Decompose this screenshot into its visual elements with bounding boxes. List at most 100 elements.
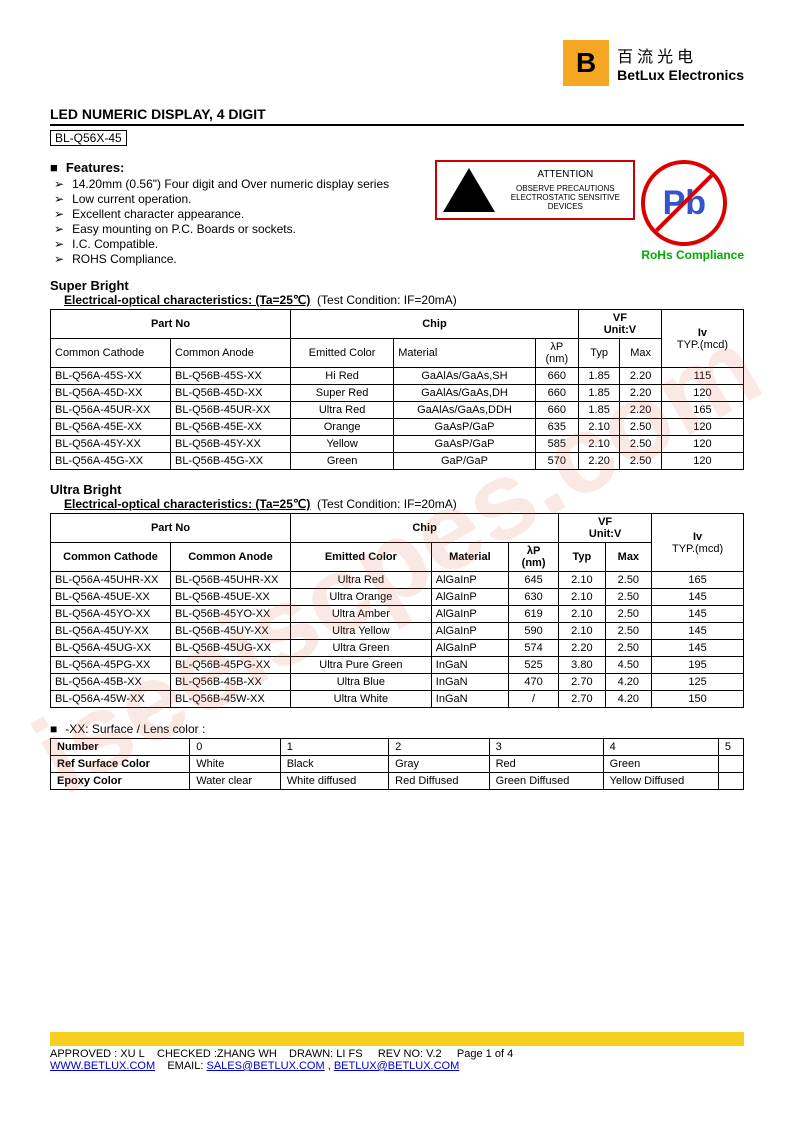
cell-typ: 3.80 xyxy=(559,657,605,674)
cell-cc: BL-Q56A-45Y-XX xyxy=(51,436,171,453)
footer-bar xyxy=(50,1032,744,1046)
header: B 百流光电 BetLux Electronics xyxy=(50,40,744,86)
cell-iv: 145 xyxy=(652,640,744,657)
cell-cc: BL-Q56A-45PG-XX xyxy=(51,657,171,674)
lens-epoxy-row: Epoxy Color Water clear White diffused R… xyxy=(51,773,744,790)
cell-iv: 165 xyxy=(661,402,743,419)
cell-max: 2.50 xyxy=(605,589,651,606)
footer-email-link[interactable]: BETLUX@BETLUX.COM xyxy=(334,1060,459,1072)
cell-ca: BL-Q56B-45E-XX xyxy=(171,419,291,436)
lens-ref-row: Ref Surface Color White Black Gray Red G… xyxy=(51,756,744,773)
th-vf: VFUnit:V xyxy=(578,310,661,339)
cell-max: 4.50 xyxy=(605,657,651,674)
lens-cell: Red xyxy=(489,756,603,773)
lens-epoxy-label: Epoxy Color xyxy=(51,773,190,790)
cell-max: 2.50 xyxy=(605,606,651,623)
cell-material: GaAlAs/GaAs,SH xyxy=(394,368,536,385)
lens-cell: 4 xyxy=(603,739,718,756)
lens-section: -XX: Surface / Lens color : Number 0 1 2… xyxy=(50,722,744,790)
esd-warning: ATTENTION OBSERVE PRECAUTIONS ELECTROSTA… xyxy=(435,160,635,220)
table-row: BL-Q56A-45UY-XXBL-Q56B-45UY-XXUltra Yell… xyxy=(51,623,744,640)
lens-cell: Gray xyxy=(389,756,489,773)
cell-typ: 2.20 xyxy=(578,453,620,470)
cell-material: GaAlAs/GaAs,DH xyxy=(394,385,536,402)
th-lambda: λP(nm) xyxy=(535,339,578,368)
cell-nm: 660 xyxy=(535,385,578,402)
esd-text: ATTENTION OBSERVE PRECAUTIONS ELECTROSTA… xyxy=(503,169,627,211)
table-row: BL-Q56A-45UG-XXBL-Q56B-45UG-XXUltra Gree… xyxy=(51,640,744,657)
cell-typ: 2.70 xyxy=(559,691,605,708)
cell-max: 2.20 xyxy=(620,368,662,385)
th-cc: Common Cathode xyxy=(51,543,171,572)
cell-material: AlGaInP xyxy=(431,572,508,589)
th-chip: Chip xyxy=(291,514,559,543)
lens-cell xyxy=(718,756,743,773)
cell-color: Ultra Red xyxy=(291,572,432,589)
company-cn: 百流光电 xyxy=(617,43,744,67)
cell-color: Ultra Amber xyxy=(291,606,432,623)
right-badges: ATTENTION OBSERVE PRECAUTIONS ELECTROSTA… xyxy=(435,160,744,262)
cell-color: Yellow xyxy=(291,436,394,453)
cell-ca: BL-Q56B-45UY-XX xyxy=(171,623,291,640)
cell-material: InGaN xyxy=(431,674,508,691)
footer-url-link[interactable]: WWW.BETLUX.COM xyxy=(50,1060,155,1072)
cell-material: InGaN xyxy=(431,657,508,674)
cell-max: 2.50 xyxy=(605,640,651,657)
cell-nm: 660 xyxy=(535,368,578,385)
esd-triangle-icon xyxy=(443,168,495,212)
lens-cell: Green xyxy=(603,756,718,773)
rohs-label: RoHs Compliance xyxy=(641,248,744,262)
ultra-bright-title: Ultra Bright xyxy=(50,482,744,497)
page-title: LED NUMERIC DISPLAY, 4 DIGIT xyxy=(50,106,744,122)
footer-email-link[interactable]: SALES@BETLUX.COM xyxy=(206,1060,324,1072)
cell-material: GaAsP/GaP xyxy=(394,419,536,436)
table-row: BL-Q56A-45PG-XXBL-Q56B-45PG-XXUltra Pure… xyxy=(51,657,744,674)
cell-color: Ultra Green xyxy=(291,640,432,657)
table-row: BL-Q56A-45S-XXBL-Q56B-45S-XXHi RedGaAlAs… xyxy=(51,368,744,385)
cell-color: Ultra Orange xyxy=(291,589,432,606)
cell-iv: 115 xyxy=(661,368,743,385)
cell-max: 4.20 xyxy=(605,674,651,691)
cell-ca: BL-Q56B-45PG-XX xyxy=(171,657,291,674)
cell-nm: 470 xyxy=(509,674,559,691)
lens-cell: Water clear xyxy=(190,773,280,790)
cell-ca: BL-Q56B-45W-XX xyxy=(171,691,291,708)
th-iv: IvTYP.(mcd) xyxy=(661,310,743,368)
cell-ca: BL-Q56B-45S-XX xyxy=(171,368,291,385)
cell-color: Orange xyxy=(291,419,394,436)
table-row: BL-Q56A-45UE-XXBL-Q56B-45UE-XXUltra Oran… xyxy=(51,589,744,606)
company-en: BetLux Electronics xyxy=(617,67,744,83)
lens-cell: Black xyxy=(280,756,388,773)
cell-typ: 2.10 xyxy=(559,623,605,640)
lens-cell: 1 xyxy=(280,739,388,756)
cell-cc: BL-Q56A-45D-XX xyxy=(51,385,171,402)
cell-cc: BL-Q56A-45UY-XX xyxy=(51,623,171,640)
table-row: BL-Q56A-45D-XXBL-Q56B-45D-XXSuper RedGaA… xyxy=(51,385,744,402)
table-row: BL-Q56A-45UR-XXBL-Q56B-45UR-XXUltra RedG… xyxy=(51,402,744,419)
rohs-badge: Pb RoHs Compliance xyxy=(641,160,744,262)
cell-material: GaAsP/GaP xyxy=(394,436,536,453)
ultra-bright-table: Part No Chip VFUnit:V IvTYP.(mcd) Common… xyxy=(50,513,744,708)
cell-typ: 1.85 xyxy=(578,402,620,419)
th-material: Material xyxy=(394,339,536,368)
super-bright-title: Super Bright xyxy=(50,278,744,293)
cell-iv: 195 xyxy=(652,657,744,674)
cell-nm: 570 xyxy=(535,453,578,470)
cell-typ: 1.85 xyxy=(578,368,620,385)
cell-color: Ultra Pure Green xyxy=(291,657,432,674)
cell-nm: 619 xyxy=(509,606,559,623)
lens-number-label: Number xyxy=(51,739,190,756)
title-underline xyxy=(50,124,744,126)
cell-material: AlGaInP xyxy=(431,606,508,623)
cell-ca: BL-Q56B-45UG-XX xyxy=(171,640,291,657)
cell-cc: BL-Q56A-45UR-XX xyxy=(51,402,171,419)
cell-color: Ultra Red xyxy=(291,402,394,419)
cell-nm: 574 xyxy=(509,640,559,657)
th-part-no: Part No xyxy=(51,310,291,339)
lens-cell xyxy=(718,773,743,790)
cell-material: GaAlAs/GaAs,DDH xyxy=(394,402,536,419)
cell-nm: 585 xyxy=(535,436,578,453)
part-family: BL-Q56X-45 xyxy=(50,130,127,146)
super-bright-table: Part No Chip VFUnit:V IvTYP.(mcd) Common… xyxy=(50,309,744,470)
cell-iv: 120 xyxy=(661,453,743,470)
